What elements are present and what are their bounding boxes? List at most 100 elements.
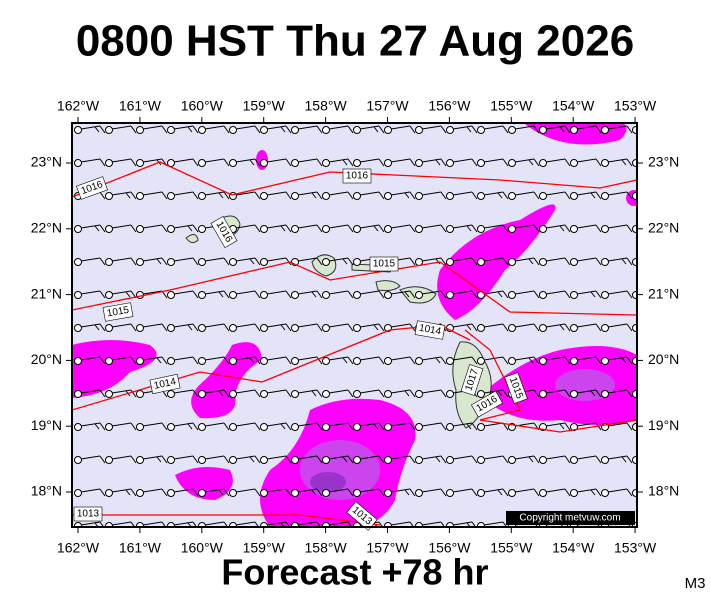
barb-staff (607, 290, 628, 295)
station (167, 456, 175, 464)
station (539, 126, 547, 134)
wind-barb (384, 191, 416, 200)
wind-barb (508, 488, 540, 497)
station (539, 357, 547, 365)
barb-staff (80, 488, 101, 493)
barb-feather (533, 191, 540, 200)
wind-barb (477, 191, 509, 200)
isobar-label: 1017 (460, 364, 484, 396)
wind-barb (477, 389, 509, 398)
wind-barb (415, 257, 447, 266)
wind-barb (539, 389, 571, 398)
barb-feather (409, 158, 416, 167)
wind-barb (229, 125, 261, 134)
barb-staff (576, 455, 597, 460)
barb-feather (347, 224, 354, 233)
isobar-label: 1016 (76, 176, 108, 200)
wind-barb (384, 488, 416, 497)
wind-barb (384, 125, 416, 134)
barb-staff (514, 257, 535, 262)
station (260, 489, 268, 497)
wind-barb (167, 323, 199, 332)
station (601, 357, 609, 365)
barb-feather (347, 125, 354, 134)
barb-feather (316, 224, 323, 233)
barb-feather (218, 192, 224, 199)
barb-staff (359, 191, 380, 196)
wind-barb (198, 158, 230, 167)
barb-feather (218, 291, 224, 298)
wind-barb (601, 323, 633, 332)
barb-feather (409, 224, 416, 233)
wind-barb (415, 422, 447, 431)
barb-staff (545, 290, 566, 295)
station (539, 489, 547, 497)
station (291, 357, 299, 365)
wind-barb (508, 356, 540, 365)
barb-feather (502, 158, 509, 167)
barb-staff (607, 488, 628, 493)
barb-staff (111, 323, 132, 328)
barb-feather (502, 488, 509, 497)
isobar-value: 1014 (418, 323, 442, 338)
station (136, 126, 144, 134)
barb-feather (378, 323, 385, 332)
wind-barb (570, 125, 602, 134)
barb-feather (99, 158, 106, 167)
barb-feather (564, 158, 571, 167)
barb-feather (378, 389, 385, 398)
wind-barb (291, 323, 323, 332)
barb-staff (204, 356, 225, 361)
barb-staff (80, 224, 101, 229)
barb-feather (161, 224, 168, 233)
wind-barb (353, 389, 385, 398)
barb-feather (192, 521, 198, 527)
barb-staff (452, 422, 473, 427)
station (384, 126, 392, 134)
wind-barb (446, 455, 478, 464)
barb-staff (607, 125, 628, 130)
wind-barb (198, 455, 230, 464)
barb-feather (99, 422, 106, 431)
barb-staff (80, 455, 101, 460)
barb-feather (471, 323, 478, 332)
barb-staff (80, 521, 101, 526)
barb-staff (204, 257, 225, 262)
barb-staff (204, 488, 225, 493)
wind-barb (353, 422, 385, 431)
barb-feather (156, 456, 162, 463)
station (167, 390, 175, 398)
lon-label: 158°W (305, 98, 348, 114)
station (291, 192, 299, 200)
station (198, 489, 206, 497)
barb-staff (266, 488, 287, 493)
barb-feather (502, 356, 509, 365)
wind-barb (570, 455, 602, 464)
wind-barb (322, 224, 354, 233)
barb-feather (254, 455, 261, 464)
station (353, 357, 361, 365)
isobar-label-box (73, 506, 103, 522)
barb-staff (80, 125, 101, 130)
barb-feather (223, 158, 230, 167)
barb-feather (502, 290, 509, 299)
isobar-label-box (369, 256, 399, 272)
barb-feather (249, 159, 255, 166)
barb-feather (99, 224, 106, 233)
station (136, 423, 144, 431)
station (291, 291, 299, 299)
station (446, 390, 454, 398)
barb-feather (347, 521, 353, 527)
station (167, 192, 175, 200)
wind-barb (74, 422, 106, 431)
station (415, 489, 423, 497)
wind-barb (260, 323, 292, 332)
station (477, 423, 485, 431)
barb-feather (156, 357, 162, 364)
barb-staff (421, 389, 442, 394)
barb-feather (94, 423, 100, 430)
wind-barb (322, 125, 354, 134)
barb-staff (390, 125, 411, 130)
station (322, 258, 330, 266)
barb-staff (545, 125, 566, 130)
